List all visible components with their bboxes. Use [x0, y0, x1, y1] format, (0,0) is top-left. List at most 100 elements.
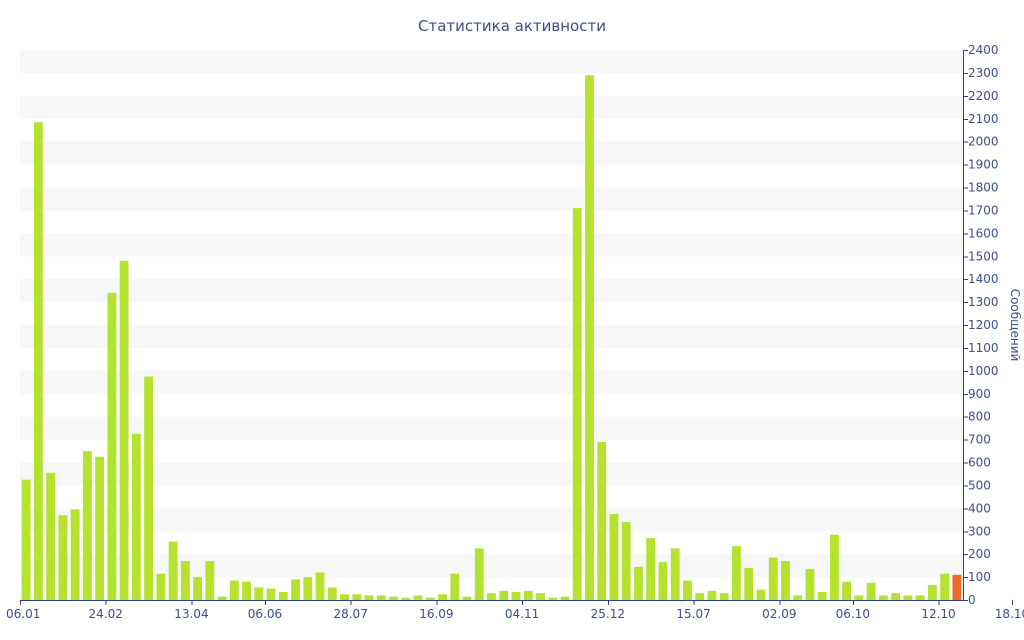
bar: [854, 595, 864, 600]
bar: [597, 441, 607, 600]
bar: [487, 593, 496, 600]
bar: [242, 581, 251, 600]
y-tick-label: 0: [968, 593, 976, 607]
bar: [903, 595, 913, 600]
bar: [401, 597, 411, 600]
bar: [474, 548, 484, 600]
bar: [70, 509, 80, 600]
bar: [376, 595, 386, 600]
bar: [646, 538, 656, 600]
y-axis-label: Сообщений: [1008, 289, 1022, 362]
bar: [511, 591, 521, 600]
bar: [878, 595, 888, 600]
bar: [523, 590, 533, 600]
bar: [119, 260, 129, 600]
bar: [695, 593, 705, 600]
bar: [744, 567, 754, 600]
y-tick-label: 2000: [968, 135, 999, 149]
grid-band: [20, 370, 963, 394]
bar: [58, 515, 68, 600]
x-tick-label: 24.02: [89, 607, 123, 621]
bar: [707, 590, 717, 600]
bar: [756, 589, 766, 600]
bar: [768, 557, 778, 600]
y-tick-label: 2300: [968, 66, 999, 80]
y-tick-label: 1600: [968, 226, 999, 240]
bar: [82, 451, 92, 600]
y-tick-label: 2400: [968, 43, 999, 57]
x-tick-label: 15.07: [676, 607, 710, 621]
bar: [866, 582, 876, 600]
bar: [548, 597, 558, 600]
bar: [205, 561, 215, 600]
y-tick-label: 1400: [968, 272, 999, 286]
bar: [364, 595, 374, 600]
grid-band: [20, 50, 963, 73]
bar: [327, 587, 337, 600]
bar: [303, 577, 313, 600]
bar: [168, 541, 178, 600]
grid-band: [20, 462, 963, 486]
bar: [732, 546, 741, 600]
bar: [560, 596, 570, 600]
x-tick-label: 06.10: [836, 607, 870, 621]
y-tick-label: 400: [968, 501, 991, 515]
bar: [670, 548, 680, 600]
bar: [217, 596, 227, 600]
bar: [438, 594, 447, 600]
grid-band: [20, 416, 963, 440]
y-tick-label: 1900: [968, 158, 999, 172]
bar: [425, 597, 435, 600]
grid-band: [20, 233, 963, 257]
y-tick-label: 2100: [968, 112, 999, 126]
grid-band: [20, 279, 963, 303]
y-tick-label: 1700: [968, 203, 999, 217]
bar: [572, 208, 582, 600]
y-tick-label: 500: [968, 478, 991, 492]
bar: [107, 292, 117, 600]
bar: [450, 573, 460, 600]
bar: [229, 580, 239, 600]
bar: [340, 594, 349, 600]
y-tick-label: 600: [968, 456, 991, 470]
grid-band: [20, 141, 963, 165]
y-tick-label: 900: [968, 387, 991, 401]
y-tick-label: 100: [968, 570, 991, 584]
bar: [254, 587, 264, 600]
bar: [658, 562, 668, 600]
grid-band: [20, 95, 963, 119]
bar: [131, 433, 141, 600]
bar: [683, 580, 692, 600]
x-tick-label: 12.10: [921, 607, 955, 621]
x-tick-label: 25.12: [591, 607, 625, 621]
grid-band: [20, 325, 963, 348]
y-tick-label: 300: [968, 524, 991, 538]
bar: [805, 569, 815, 600]
bar: [719, 593, 729, 600]
x-tick-label: 18.10: [995, 607, 1024, 621]
x-tick-label: 02.09: [762, 607, 796, 621]
grid-band: [20, 187, 963, 211]
x-axis-ticks: 06.01 24.02 13.04 06.06 28.07 16.09 04.11 25.12…: [6, 600, 1024, 621]
bar: [915, 595, 925, 600]
grid-band: [20, 554, 963, 578]
x-tick-label: 16.09: [419, 607, 453, 621]
bar: [33, 122, 43, 600]
bar: [156, 573, 166, 600]
x-tick-label: 06.06: [248, 607, 282, 621]
bar: [144, 376, 153, 600]
bar-highlight: [952, 574, 962, 600]
y-tick-label: 800: [968, 410, 991, 424]
y-tick-label: 1000: [968, 364, 999, 378]
y-tick-label: 200: [968, 547, 991, 561]
y-tick-label: 2200: [968, 89, 999, 103]
bar: [266, 588, 276, 600]
bar: [621, 522, 631, 600]
y-tick-label: 1800: [968, 181, 999, 195]
chart-title: Статистика активности: [418, 17, 606, 35]
y-tick-label: 1300: [968, 295, 999, 309]
bar: [499, 590, 509, 600]
bar: [278, 591, 288, 600]
bar: [842, 581, 852, 600]
